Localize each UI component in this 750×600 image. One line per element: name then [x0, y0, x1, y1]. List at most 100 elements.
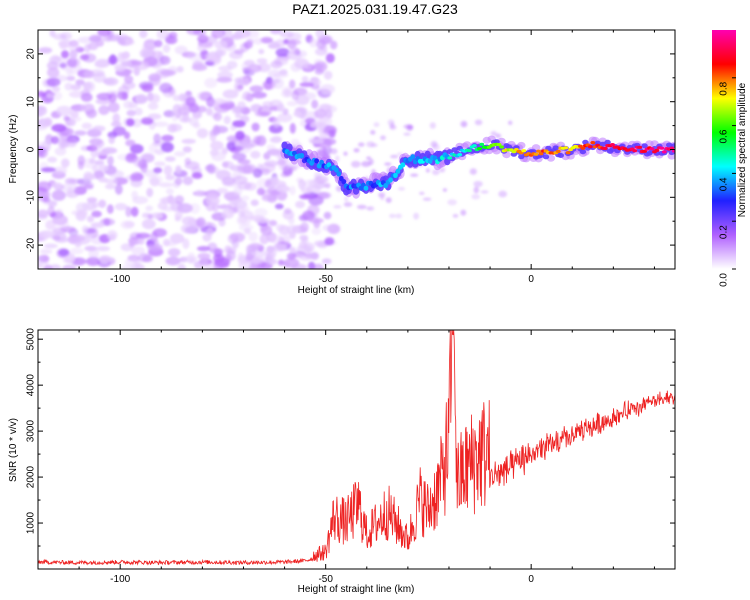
- noise-blob: [300, 221, 309, 233]
- noise-blob: [211, 151, 226, 162]
- noise-blob: [384, 162, 392, 166]
- noise-blob: [92, 143, 102, 152]
- noise-blob: [165, 35, 178, 45]
- noise-blob: [51, 189, 66, 201]
- noise-blob: [174, 211, 183, 219]
- ridge-mark: [497, 137, 506, 145]
- page-title: PAZ1.2025.031.19.47.G23: [292, 1, 458, 17]
- noise-blob: [61, 158, 70, 168]
- x-tick-label: 0: [528, 274, 534, 285]
- noise-blob: [324, 237, 335, 246]
- noise-blob: [81, 122, 93, 130]
- noise-blob: [197, 252, 211, 260]
- noise-blob: [204, 77, 218, 89]
- noise-blob: [276, 185, 291, 193]
- ridge-mark: [334, 167, 339, 173]
- ridge-mark: [661, 150, 667, 154]
- noise-blob: [211, 30, 226, 39]
- x-tick-label: 0: [528, 574, 534, 585]
- ridge-mark: [341, 179, 347, 185]
- ridge-mark: [669, 146, 675, 150]
- noise-blob: [185, 96, 196, 107]
- y-tick-label: -20: [26, 237, 37, 252]
- noise-blob: [54, 225, 68, 231]
- ridge-mark: [536, 149, 541, 153]
- noise-blob: [322, 138, 337, 146]
- noise-blob: [237, 101, 246, 109]
- noise-blob: [77, 155, 86, 166]
- noise-blob: [197, 34, 209, 43]
- y-tick-label: -10: [26, 190, 37, 205]
- noise-blob: [430, 141, 438, 148]
- noise-blob: [460, 209, 467, 216]
- noise-blob: [123, 100, 134, 109]
- ridge-mark: [518, 154, 525, 160]
- noise-blob: [232, 145, 245, 151]
- noise-blob: [67, 186, 74, 198]
- noise-blob: [43, 243, 58, 249]
- noise-blob: [447, 199, 457, 206]
- noise-blob: [498, 190, 508, 198]
- noise-blob: [43, 117, 53, 127]
- noise-blob: [157, 201, 168, 210]
- noise-blob: [334, 155, 340, 162]
- noise-blob: [196, 246, 211, 252]
- noise-blob: [290, 47, 300, 56]
- colorbar-tick-label: 0.8: [719, 81, 730, 95]
- noise-blob: [248, 264, 262, 269]
- noise-blob: [191, 172, 203, 179]
- noise-blob: [79, 54, 90, 61]
- noise-blob: [246, 38, 254, 46]
- noise-blob: [429, 122, 436, 129]
- noise-blob: [112, 126, 127, 136]
- noise-blob: [86, 197, 98, 203]
- noise-blob: [330, 40, 338, 50]
- noise-blob: [422, 197, 432, 201]
- noise-blob: [260, 225, 273, 236]
- ridge-mark: [336, 171, 342, 177]
- colorbar-tick-label: 0.0: [719, 273, 730, 287]
- noise-blob: [289, 122, 296, 134]
- noise-blob: [385, 197, 392, 204]
- noise-blob: [237, 181, 252, 190]
- noise-blob: [184, 157, 191, 165]
- noise-blob: [308, 179, 319, 189]
- noise-blob: [219, 102, 235, 110]
- noise-blob: [179, 117, 192, 123]
- noise-blob: [395, 213, 402, 219]
- noise-blob: [356, 204, 367, 210]
- snr-y-axis-title: SNR (10 * v/v): [8, 418, 19, 482]
- noise-blob: [308, 38, 318, 48]
- noise-blob: [77, 36, 93, 44]
- noise-blob: [268, 220, 278, 227]
- noise-blob: [380, 135, 386, 141]
- noise-blob: [92, 164, 99, 173]
- noise-blob: [230, 199, 239, 206]
- noise-blob: [134, 107, 143, 116]
- noise-blob: [224, 245, 232, 254]
- noise-blob: [84, 70, 95, 79]
- noise-blob: [92, 201, 99, 209]
- noise-blob: [82, 82, 93, 90]
- noise-blob: [66, 57, 81, 68]
- noise-blob: [103, 218, 111, 226]
- ridge-mark: [477, 147, 482, 151]
- noise-blob: [270, 234, 284, 245]
- noise-blob: [108, 170, 125, 179]
- noise-blob: [161, 196, 177, 205]
- noise-blob: [89, 34, 102, 43]
- noise-blob: [107, 230, 118, 241]
- noise-blob: [147, 102, 159, 110]
- noise-blob: [47, 205, 55, 216]
- noise-blob: [358, 142, 365, 147]
- ridge-mark: [538, 152, 544, 156]
- noise-blob: [61, 50, 69, 59]
- noise-blob: [273, 72, 289, 78]
- noise-blob: [389, 124, 397, 130]
- noise-blob: [114, 203, 128, 211]
- noise-blob: [250, 199, 259, 207]
- noise-blob: [324, 105, 337, 113]
- noise-blob: [174, 45, 188, 55]
- noise-blob: [241, 195, 250, 201]
- noise-blob: [154, 39, 163, 48]
